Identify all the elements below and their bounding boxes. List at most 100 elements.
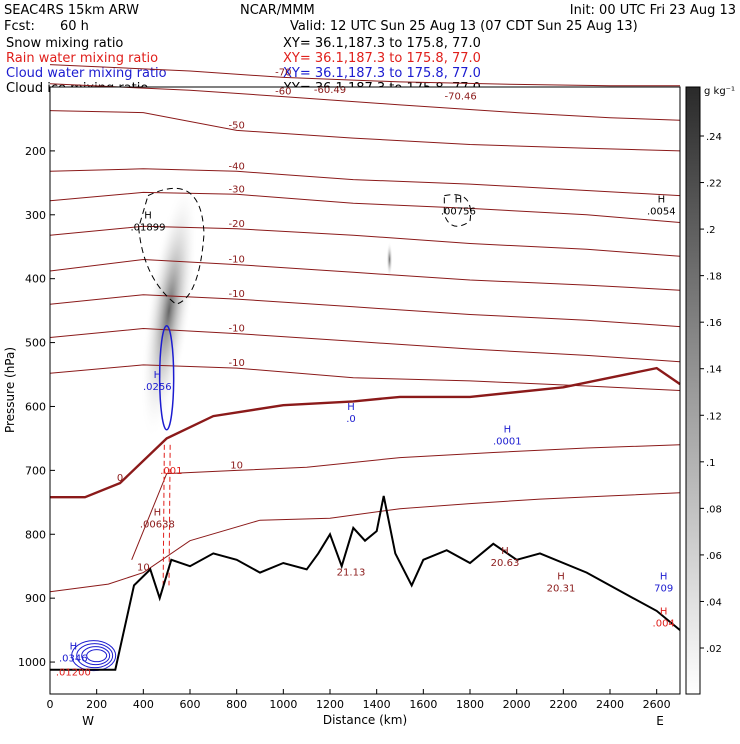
field-xy-1: XY= 36.1,187.3 to 175.8, 77.0 xyxy=(283,51,481,66)
annotation-mark-1: H xyxy=(455,194,463,205)
x-tick-label-5: 1000 xyxy=(269,698,297,711)
annotation-value-5: .0001 xyxy=(493,436,522,447)
field-name-2: Cloud water mixing ratio xyxy=(6,66,167,81)
y-tick-label-2: 400 xyxy=(25,273,46,286)
cloud-ice-small xyxy=(386,241,393,278)
colorbar-label-0: .24 xyxy=(706,132,722,143)
x-tick-label-12: 2400 xyxy=(596,698,624,711)
x-axis-label: Distance (km) xyxy=(323,713,407,727)
x-tick-label-0: 0 xyxy=(47,698,54,711)
isotherm-12 xyxy=(131,444,681,560)
y-axis: 200 300 400 500 600 700 800 900 1000 xyxy=(18,145,55,669)
isotherm-0 xyxy=(49,64,680,87)
annotation-value-3: .0256 xyxy=(143,382,172,393)
isotherm-4 xyxy=(49,191,681,223)
annotation-value-0: .01899 xyxy=(131,222,166,233)
colorbar-label-10: .04 xyxy=(706,597,722,608)
isotherm-8 xyxy=(49,327,681,363)
annotation-mark-14: H xyxy=(660,607,668,618)
field-xy-0: XY= 36.1,187.3 to 175.8, 77.0 xyxy=(283,36,481,51)
surface-cloud-water-1 xyxy=(81,646,111,666)
field-name-0: Snow mixing ratio xyxy=(6,36,123,51)
x-tick-label-13: 2600 xyxy=(643,698,671,711)
colorbar-label-7: .1 xyxy=(706,458,716,469)
isotherm-10 xyxy=(50,366,681,499)
isotherm-label-0: -70 xyxy=(275,67,291,78)
annotation-mark-9: H xyxy=(501,546,509,557)
isotherm-label-10: 0 xyxy=(117,473,123,484)
y-tick-label-4: 600 xyxy=(25,400,46,413)
colorbar-label-5: .14 xyxy=(706,365,722,376)
cloud-contours xyxy=(71,187,472,672)
x-tick-label-8: 1600 xyxy=(409,698,437,711)
cloud-ice-plume xyxy=(140,181,198,440)
x-tick-label-4: 800 xyxy=(226,698,247,711)
y-tick-label-7: 900 xyxy=(25,592,46,605)
x-tick-label-2: 400 xyxy=(133,698,154,711)
annotation-mark-5: H xyxy=(504,424,512,435)
annotation-value-1: .00756 xyxy=(441,206,476,217)
surface-cloud-water-2 xyxy=(76,643,114,669)
x-tick-label-9: 1800 xyxy=(456,698,484,711)
cloud-ice-shading xyxy=(140,181,393,440)
annotation-value-14: .004 xyxy=(653,619,675,630)
colorbar-label-6: .12 xyxy=(706,411,722,422)
y-tick-label-0: 200 xyxy=(25,145,46,158)
isotherm-2 xyxy=(49,110,681,152)
terrain-path xyxy=(50,495,681,671)
temperature-isotherms: -70 -60 -50 -40 -30 -20 -10 -10 -10 -10 0 10 10 xyxy=(49,64,681,593)
snow-contour-2 xyxy=(443,194,472,227)
isotherm-label-12: 10 xyxy=(230,460,243,471)
annotation-mark-13: H xyxy=(660,571,668,582)
annotation-mark-4: H xyxy=(347,402,355,413)
y-tick-label-1: 300 xyxy=(25,209,46,222)
annotation-value-6: .00638 xyxy=(140,519,175,530)
annotation-value-8: 21.13 xyxy=(337,567,366,578)
colorbar-label-3: .18 xyxy=(706,272,722,283)
x-tick-label-11: 2200 xyxy=(549,698,577,711)
y-tick-label-3: 500 xyxy=(25,337,46,350)
model-title: SEAC4RS 15km ARW xyxy=(4,3,139,18)
isotherm-label-8: -10 xyxy=(228,324,244,335)
annotation-mark-2: H xyxy=(658,194,666,205)
x-tick-label-1: 200 xyxy=(86,698,107,711)
isotherm-label-11: 10 xyxy=(137,563,150,574)
forecast-label: Fcst: xyxy=(4,19,35,34)
colorbar-label-1: .22 xyxy=(706,179,722,190)
colorbar-label-11: .02 xyxy=(706,644,722,655)
init-time: Init: 00 UTC Fri 23 Aug 13 xyxy=(570,3,736,18)
annotation-mark-6: H xyxy=(154,507,162,518)
y-tick-label-5: 700 xyxy=(25,464,46,477)
x-tick-label-3: 600 xyxy=(180,698,201,711)
snow-contour xyxy=(138,187,205,305)
x-tick-label-7: 1400 xyxy=(363,698,391,711)
isotherm-7 xyxy=(49,294,681,328)
isotherm-label-2: -50 xyxy=(228,120,244,131)
contour-annotations: H.01899H.00756H.0054H.0256H.0H.0001H.006… xyxy=(56,85,676,679)
colorbar-unit: g kg⁻¹ xyxy=(704,86,735,97)
isotherm-6 xyxy=(49,258,681,291)
isotherm-label-7: -10 xyxy=(228,289,244,300)
isotherm-label-9: -10 xyxy=(228,358,244,369)
isotherm-label-5: -20 xyxy=(228,219,244,230)
isotherm-label-3: -40 xyxy=(228,161,244,172)
forecast-value: 60 h xyxy=(60,19,89,34)
isotherm-label-4: -30 xyxy=(228,184,244,195)
annotation-mark-0: H xyxy=(144,210,152,221)
colorbar xyxy=(685,86,701,695)
valid-time: Valid: 12 UTC Sun 25 Aug 13 (07 CDT Sun … xyxy=(290,19,638,34)
x-tick-label-6: 1200 xyxy=(316,698,344,711)
annotation-value-9: 20.63 xyxy=(491,558,520,569)
field-xy-2: XY= 36.1,187.3 to 175.8, 77.0 xyxy=(283,66,481,81)
isotherm-11 xyxy=(49,492,681,593)
isotherm-label-6: -10 xyxy=(228,255,244,266)
annotation-value-10: 20.31 xyxy=(547,583,576,594)
colorbar-label-9: .06 xyxy=(706,551,722,562)
colorbar-label-2: .2 xyxy=(706,225,716,236)
x-axis: 0 200 400 600 800 1000 1200 1400 1600 1800 2000 220… xyxy=(47,689,671,711)
annotation-mark-11: H xyxy=(70,642,78,653)
isotherm-5 xyxy=(49,225,681,257)
annotation-mark-7: .001 xyxy=(160,466,182,477)
